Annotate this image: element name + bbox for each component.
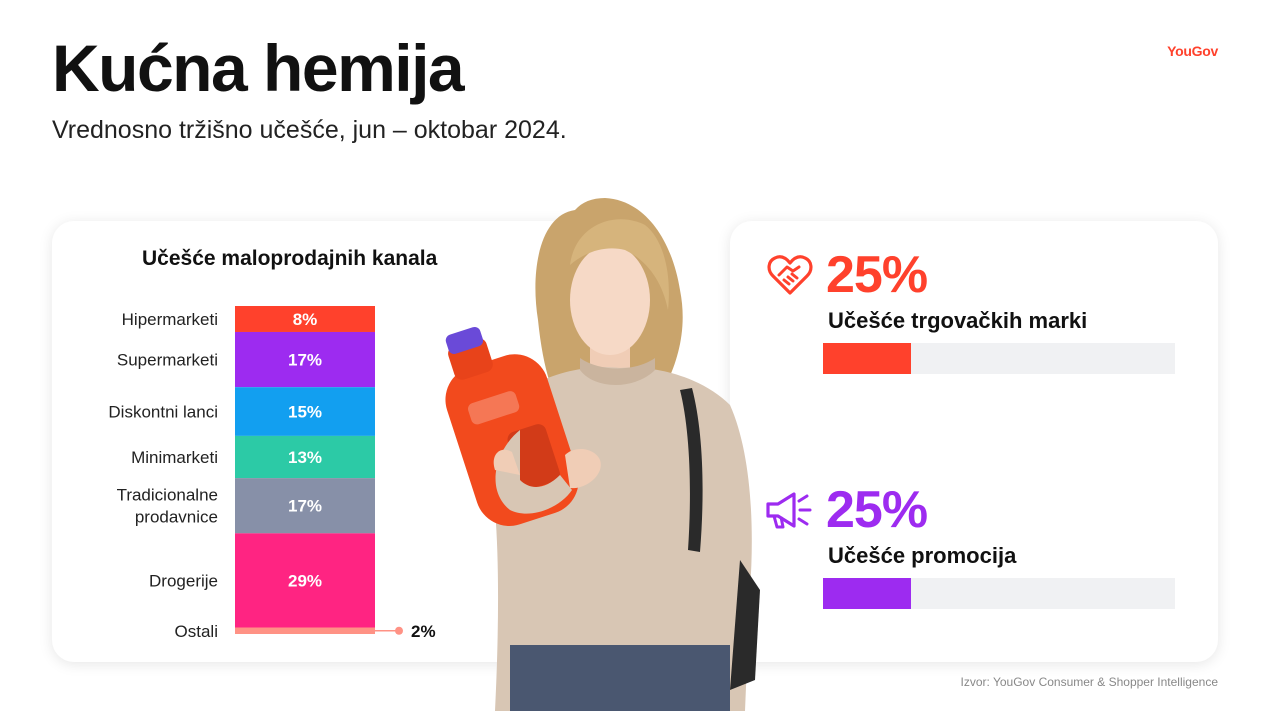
chart-title: Učešće maloprodajnih kanala: [142, 247, 438, 270]
bar-segment-drogerije: [235, 533, 375, 628]
category-label-drogerije: Drogerije: [149, 571, 218, 590]
promotion-share-bar: [823, 578, 911, 609]
bar-segment-supermarketi: [235, 331, 375, 388]
private-label-share-bar: [823, 343, 911, 374]
page-title: Kućna hemija: [52, 31, 465, 105]
private-label-share-track: [823, 343, 1175, 374]
bar-segment-tradicionalne-prodavnice: [235, 478, 375, 534]
bar-segment-diskontni-lanci: [235, 387, 375, 436]
bar-segment-minimarketi: [235, 435, 375, 479]
woman-with-detergent-photo: [445, 198, 760, 711]
value-label-tradicionalne-prodavnice: 17%: [288, 497, 322, 516]
category-label-supermarketi: Supermarketi: [117, 351, 218, 370]
stacked-bar-chart: Hipermarketi 8% Supermarketi 17% Diskontni l…: [108, 306, 436, 641]
promotion-share-value: 25%: [826, 481, 928, 539]
source-note: Izvor: YouGov Consumer & Shopper Intelli…: [960, 675, 1218, 689]
category-label-hipermarketi: Hipermarketi: [122, 310, 218, 329]
category-label-diskontni-lanci: Diskontni lanci: [108, 403, 218, 422]
value-label-diskontni-lanci: 15%: [288, 403, 322, 422]
category-label-minimarketi: Minimarketi: [131, 448, 218, 467]
value-label-hipermarketi: 8%: [293, 310, 318, 329]
page-subtitle: Vrednosno tržišno učešće, jun – oktobar …: [52, 116, 567, 144]
promotion-share-track: [823, 578, 1175, 609]
category-label-ostali: Ostali: [175, 622, 218, 641]
megaphone-icon: [766, 492, 812, 529]
bar-segment-ostali: [235, 627, 375, 634]
yougov-logo: YouGov: [1167, 43, 1218, 59]
leader-dot-ostali: [395, 626, 403, 635]
promotion-share-label: Učešće promocija: [828, 543, 1017, 568]
private-label-share-value: 25%: [826, 246, 928, 304]
bar-segment-hipermarketi: [235, 306, 375, 332]
private-label-share-label: Učešće trgovačkih marki: [828, 308, 1088, 333]
heart-handshake-icon: [767, 255, 813, 295]
value-label-minimarketi: 13%: [288, 448, 322, 467]
category-label-tradicionalne-prodavnice: Tradicionalne prodavnice: [117, 486, 218, 527]
value-label-drogerije: 29%: [288, 571, 322, 590]
value-label-supermarketi: 17%: [288, 351, 322, 370]
value-label-ostali: 2%: [411, 622, 436, 641]
